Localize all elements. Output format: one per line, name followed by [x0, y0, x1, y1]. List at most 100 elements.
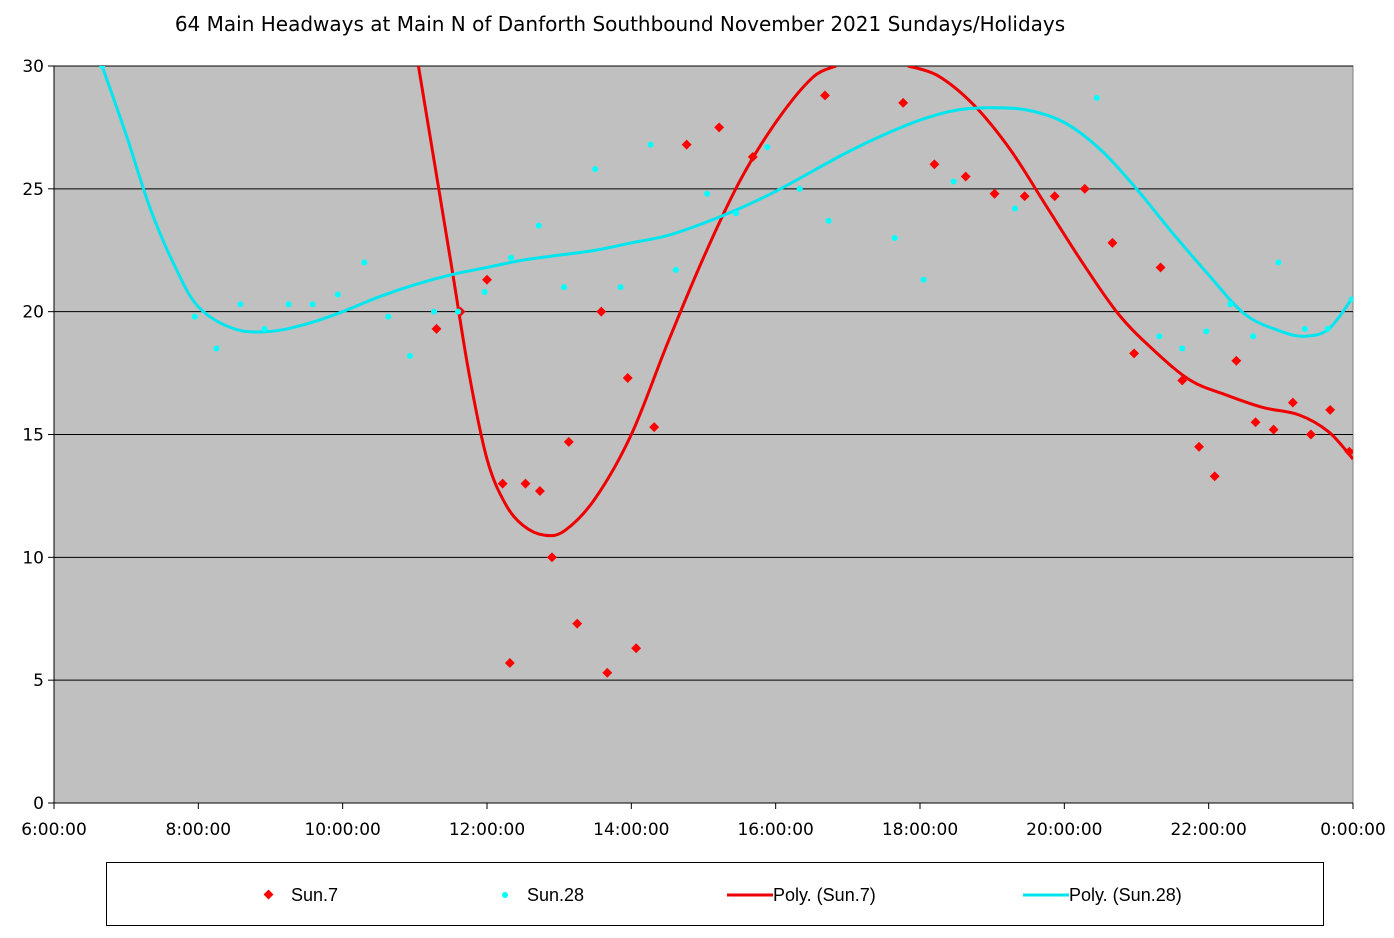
axes: 0 5 10 15 20 25 30 6:00:00 8:00:00 10:00:00 12:00:…: [21, 57, 1386, 840]
legend-label-sun28: Sun.28: [527, 884, 585, 905]
data-point-sun28: [1275, 259, 1282, 266]
data-point-sun28: [407, 352, 414, 359]
data-point-sun7: [431, 323, 442, 334]
x-tick-label: 0:00:00: [1320, 820, 1386, 840]
data-point-sun28: [508, 254, 515, 261]
data-point-sun28: [99, 66, 106, 69]
legend: Sun.7 Sun.28 Poly. (Sun.7) Poly. (Sun.28…: [106, 862, 1324, 926]
data-point-sun7: [1344, 446, 1353, 457]
data-point-sun7: [1325, 404, 1336, 415]
data-point-sun7: [1305, 429, 1316, 440]
data-point-sun7: [929, 159, 940, 170]
data-point-sun7: [563, 436, 574, 447]
data-point-sun28: [1250, 333, 1257, 340]
x-tick-label: 12:00:00: [449, 820, 525, 840]
trendline-sun28: [100, 66, 1353, 338]
data-point-sun28: [796, 185, 803, 192]
data-point-sun7: [1049, 191, 1060, 202]
data-point-sun28: [431, 308, 438, 315]
data-point-sun28: [732, 210, 739, 217]
data-point-sun28: [1203, 328, 1210, 335]
x-tick-label: 18:00:00: [882, 820, 958, 840]
data-point-sun28: [385, 313, 392, 320]
plot-area: 0 5 10 15 20 25 30 6:00:00 8:00:00 10:00:00 12:00:…: [21, 57, 1386, 840]
data-point-sun7: [504, 658, 515, 668]
data-point-sun28: [1179, 345, 1186, 352]
legend-item-sun28: Sun.28: [493, 863, 584, 927]
data-point-sun7: [534, 486, 545, 496]
data-point-sun7: [622, 373, 633, 383]
legend-cyan-line-icon: [1023, 893, 1069, 897]
y-tick-label: 20: [22, 303, 44, 323]
data-point-sun28: [1093, 94, 1100, 101]
data-point-sun7: [1129, 348, 1140, 359]
data-point-sun28: [950, 178, 957, 185]
x-tick-label: 14:00:00: [593, 820, 669, 840]
data-point-sun28: [617, 284, 624, 291]
data-point-sun28: [825, 217, 832, 224]
data-point-sun7: [820, 90, 830, 101]
data-point-sun7: [1177, 375, 1188, 386]
data-point-sun7: [1209, 471, 1220, 482]
data-point-sun28: [535, 222, 542, 229]
data-point-sun28: [361, 259, 368, 266]
data-point-sun28: [891, 234, 898, 241]
data-point-sun7: [649, 422, 660, 433]
data-point-sun7: [898, 97, 909, 108]
data-point-sun28: [481, 289, 488, 296]
x-tick-label: 22:00:00: [1170, 820, 1246, 840]
data-point-sun7: [1155, 262, 1166, 273]
y-tick-label: 0: [33, 794, 44, 814]
data-point-sun28: [764, 144, 771, 151]
y-tick-label: 5: [33, 671, 44, 691]
trendline-sun7: [416, 66, 837, 538]
data-point-sun28: [285, 301, 292, 308]
data-point-sun7: [482, 274, 492, 285]
data-point-sun28: [1227, 301, 1234, 308]
y-tick-label: 30: [22, 57, 44, 77]
data-point-sun7: [520, 478, 531, 489]
data-point-sun7: [1079, 183, 1090, 194]
data-point-sun28: [1156, 333, 1163, 340]
legend-item-poly-sun28: Poly. (Sun.28): [1023, 863, 1182, 927]
legend-label-sun7: Sun.7: [291, 884, 339, 905]
data-point-sun7: [497, 478, 508, 489]
data-point-sun28: [237, 301, 244, 308]
legend-item-sun7: Sun.7: [257, 863, 338, 927]
data-point-sun7: [572, 618, 583, 629]
series-layer: [99, 66, 1353, 678]
x-tick-label: 10:00:00: [304, 820, 380, 840]
legend-diamond-icon: [263, 889, 274, 900]
legend-item-poly-sun7: Poly. (Sun.7): [727, 863, 876, 927]
data-point-sun28: [560, 284, 567, 291]
data-point-sun28: [455, 308, 462, 315]
data-point-sun28: [1012, 205, 1019, 212]
data-point-sun7: [1231, 355, 1242, 366]
data-point-sun7: [1287, 397, 1298, 408]
x-tick-label: 8:00:00: [166, 820, 232, 840]
x-tick-label: 6:00:00: [21, 820, 87, 840]
data-point-sun28: [920, 276, 927, 283]
data-point-sun7: [1107, 237, 1118, 248]
chart-title: 64 Main Headways at Main N of Danforth S…: [174, 12, 1066, 36]
legend-dot-icon: [502, 892, 508, 898]
data-point-sun28: [1348, 296, 1353, 303]
data-point-sun7: [960, 171, 971, 182]
gridlines: [54, 65, 1353, 681]
y-tick-label: 10: [22, 548, 44, 568]
data-point-sun28: [592, 166, 599, 173]
data-point-sun7: [596, 306, 607, 317]
data-point-sun7: [631, 643, 642, 654]
y-tick-label: 15: [22, 426, 44, 446]
data-point-sun28: [1301, 325, 1308, 332]
legend-label-poly-sun7: Poly. (Sun.7): [773, 884, 876, 905]
data-point-sun7: [1250, 417, 1261, 428]
data-point-sun7: [602, 667, 613, 678]
data-point-sun7: [989, 188, 1000, 199]
trendline-sun7: [907, 66, 1353, 461]
data-point-sun28: [191, 313, 198, 320]
legend-label-poly-sun28: Poly. (Sun.28): [1069, 884, 1182, 905]
y-tick-label: 25: [22, 180, 44, 200]
x-tick-label: 20:00:00: [1026, 820, 1102, 840]
